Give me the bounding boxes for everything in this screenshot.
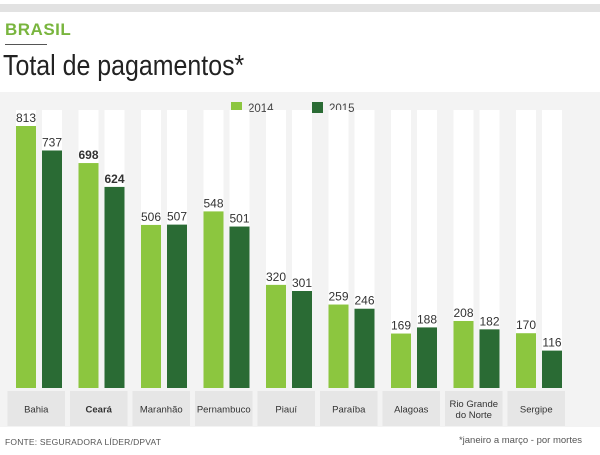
- category-label: Maranhão: [140, 405, 183, 416]
- bar-paraiba-2014: [328, 304, 349, 388]
- bar-maranhao-2014: [141, 224, 161, 388]
- value-label-bahia-2015: 737: [42, 135, 62, 149]
- value-label-pernambuco-2014: 548: [203, 196, 223, 210]
- bar-piaui-2014: [266, 284, 286, 388]
- source-note: FONTE: SEGURADORA LÍDER/DPVAT: [5, 437, 162, 447]
- bar-track: [479, 110, 500, 388]
- bar-rio-grande-do-norte-2014: [453, 320, 474, 388]
- value-label-maranhao-2014: 506: [141, 210, 161, 224]
- category-box-pernambuco: [195, 391, 253, 426]
- category-box-ceara: [70, 391, 128, 426]
- value-label-ceara-2015: 624: [104, 172, 124, 186]
- footnote: *janeiro a março - por mortes: [458, 435, 582, 446]
- bar-chart: 2014 2015Bahia813737Ceará698624Maranhão50…: [7, 102, 565, 426]
- value-label-bahia-2014: 813: [16, 111, 36, 125]
- bar-track: [417, 110, 437, 388]
- category-label: Ceará: [86, 405, 113, 416]
- bar-alagoas-2014: [391, 333, 411, 388]
- bar-ceara-2015: [104, 186, 125, 388]
- bar-track: [542, 110, 562, 388]
- value-label-rio-grande-do-norte-2015: 182: [479, 314, 499, 328]
- legend-swatch-2015: [312, 102, 323, 113]
- category-label: Piauí: [275, 405, 297, 416]
- category-label: Bahia: [24, 405, 49, 416]
- bar-maranhao-2015: [167, 224, 187, 388]
- value-label-sergipe-2014: 170: [516, 318, 536, 332]
- value-label-pernambuco-2015: 501: [229, 212, 249, 226]
- category-box-sergipe: [507, 391, 565, 426]
- value-label-piaui-2015: 301: [292, 276, 312, 290]
- bar-track: [516, 110, 536, 388]
- section-label: BRASIL: [5, 20, 72, 39]
- value-label-paraiba-2015: 246: [354, 294, 374, 308]
- chart-title: Total de pagamentos*: [3, 50, 245, 82]
- value-label-alagoas-2015: 188: [417, 312, 437, 326]
- category-box-alagoas: [382, 391, 440, 426]
- category-label: Alagoas: [394, 405, 429, 416]
- bar-sergipe-2015: [542, 350, 562, 388]
- bar-bahia-2014: [16, 126, 36, 388]
- value-label-rio-grande-do-norte-2014: 208: [453, 306, 473, 320]
- value-label-alagoas-2014: 169: [391, 319, 411, 333]
- value-label-ceara-2014: 698: [78, 148, 98, 162]
- bar-piaui-2015: [292, 290, 312, 388]
- value-label-maranhao-2015: 507: [167, 210, 187, 224]
- bar-bahia-2015: [42, 150, 62, 388]
- value-label-piaui-2014: 320: [266, 270, 286, 284]
- category-box-paraiba: [320, 391, 378, 426]
- plot-area: 2014 2015 Bahia 813 737 Ceará 698 624 Maranhão 50…: [0, 92, 600, 427]
- bar-ceara-2014: [78, 163, 99, 388]
- value-label-sergipe-2015: 116: [542, 336, 561, 350]
- top-rule: [0, 4, 600, 12]
- category-label: Sergipe: [520, 405, 553, 416]
- title-divider: [5, 44, 47, 45]
- bar-pernambuco-2014: [203, 211, 224, 388]
- category-label: Rio Grande: [449, 399, 498, 410]
- category-label: Paraíba: [332, 405, 366, 416]
- bar-track: [453, 110, 474, 388]
- bar-alagoas-2015: [417, 327, 437, 388]
- bar-rio-grande-do-norte-2015: [479, 329, 500, 388]
- category-box-bahia: [7, 391, 65, 426]
- bar-pernambuco-2015: [229, 226, 250, 388]
- legend-swatch-2014: [231, 102, 242, 113]
- category-box-rio-grande-do-norte: [445, 391, 503, 426]
- bar-track: [391, 110, 411, 388]
- category-box-piaui: [257, 391, 315, 426]
- category-box-maranhao: [132, 391, 190, 426]
- bar-paraiba-2015: [354, 308, 375, 388]
- category-label: do Norte: [456, 410, 492, 421]
- value-label-paraiba-2014: 259: [328, 290, 348, 304]
- bar-sergipe-2014: [516, 333, 536, 388]
- category-label: Pernambuco: [197, 405, 251, 416]
